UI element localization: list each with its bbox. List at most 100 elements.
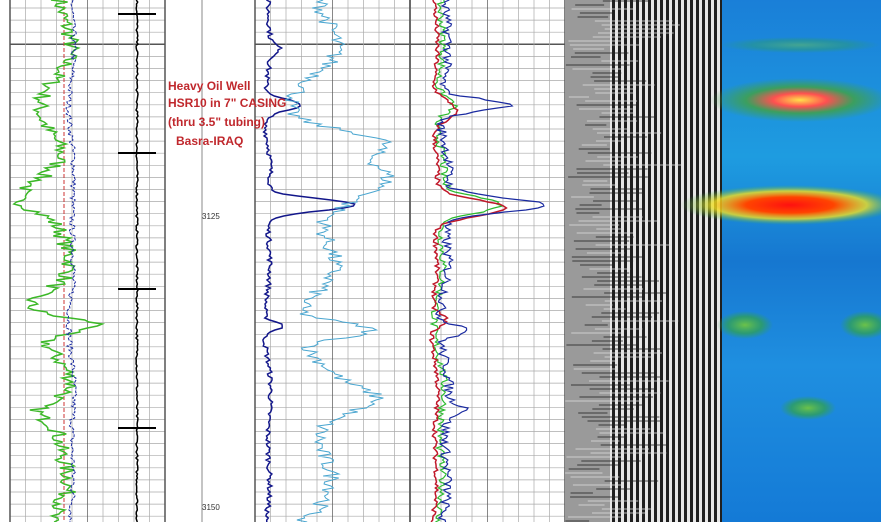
waveform-row [602, 348, 661, 350]
waveform-row [590, 360, 616, 362]
waveform-row [572, 260, 634, 262]
waveform-row [592, 408, 634, 410]
waveform-row [594, 284, 645, 286]
waveform-row [578, 108, 633, 110]
waveform-row [570, 56, 601, 58]
waveform-row [584, 324, 608, 326]
waveform-row [580, 264, 614, 266]
waveform-row [577, 172, 629, 174]
waveform-row [604, 300, 663, 302]
waveform-row [568, 40, 624, 42]
waveform-row [600, 444, 668, 446]
waveform-row [571, 8, 634, 10]
waveform-row [592, 512, 646, 514]
log-curve [429, 0, 505, 522]
waveform-row [575, 448, 649, 450]
waveform-row [591, 440, 620, 442]
heat-blob [720, 37, 880, 53]
waveform-row [592, 128, 629, 130]
waveform-row [591, 340, 623, 342]
waveform-row [590, 188, 644, 190]
curve-layer [12, 0, 682, 522]
waveform-row [581, 460, 641, 462]
log-curve [65, 0, 78, 522]
waveform-row [595, 236, 634, 238]
waveform-row [597, 32, 674, 34]
waveform-row [573, 364, 618, 366]
waveform-row [568, 468, 600, 470]
waveform-row [579, 396, 654, 398]
waveform-row [570, 384, 632, 386]
waveform-row [592, 72, 622, 74]
waveform-row [578, 412, 608, 414]
waveform-row [576, 232, 634, 234]
waveform-row [581, 276, 642, 278]
waveform-row [604, 480, 659, 482]
heat-blob [710, 78, 881, 122]
waveform-row [576, 104, 637, 106]
waveform-row [594, 20, 673, 22]
log-curve [434, 0, 545, 522]
waveform-row [581, 372, 656, 374]
waveform-row [599, 376, 663, 378]
waveform-row [595, 244, 671, 246]
annotation-line: HSR10 in 7" CASING [168, 96, 286, 110]
waveform-row [568, 516, 622, 518]
waveform-row [575, 4, 605, 6]
waveform-row [576, 212, 600, 214]
waveform-row [587, 500, 639, 502]
waveform-row [601, 320, 679, 322]
heatmap-blobs [680, 37, 881, 420]
waveform-row [595, 92, 634, 94]
waveform-row [587, 152, 652, 154]
waveform-row [596, 488, 630, 490]
waveform-row [568, 96, 590, 98]
waveform-row [571, 332, 624, 334]
waveform-row [582, 184, 617, 186]
waveform-row [604, 292, 667, 294]
waveform-row [585, 124, 607, 126]
waveform-row [572, 484, 625, 486]
annotation-line: Heavy Oil Well [168, 79, 250, 93]
waveform-row [599, 116, 656, 118]
waveform-row [589, 388, 656, 390]
waveform-row [604, 356, 653, 358]
waveform-row [578, 148, 610, 150]
waveform-row [601, 112, 635, 114]
waveform-row [594, 328, 643, 330]
waveform-row [581, 144, 607, 146]
waveform-row [597, 436, 628, 438]
waveform-row [592, 216, 643, 218]
waveform-row [594, 80, 647, 82]
waveform-row [593, 352, 662, 354]
waveform-row [577, 464, 618, 466]
annotation-line: (thru 3.5" tubing) [168, 115, 265, 129]
waveform-row [571, 196, 594, 198]
waveform-row [579, 204, 602, 206]
waveform-row [591, 316, 653, 318]
waveform-row [598, 424, 625, 426]
waveform-row [598, 404, 643, 406]
waveform-row [583, 180, 608, 182]
waveform-row [570, 476, 620, 478]
waveform-row [573, 240, 630, 242]
log-curve [12, 0, 106, 522]
waveform-row [604, 28, 670, 30]
waveform-row [589, 268, 631, 270]
waveform-row [589, 192, 644, 194]
waveform-row [569, 224, 620, 226]
waveform-row [565, 520, 590, 522]
waveform-row [579, 12, 613, 14]
waveform-row [565, 472, 603, 474]
waveform-row [601, 312, 660, 314]
grid-layer [9, 0, 566, 522]
waveform-row [601, 24, 680, 26]
waveform-row [583, 288, 644, 290]
waveform-row [578, 220, 659, 222]
waveform-row [571, 256, 645, 258]
waveform-row [565, 64, 630, 66]
waveform-row [565, 400, 640, 402]
waveform-row [574, 52, 629, 54]
depth-label: 3150 [202, 503, 220, 512]
